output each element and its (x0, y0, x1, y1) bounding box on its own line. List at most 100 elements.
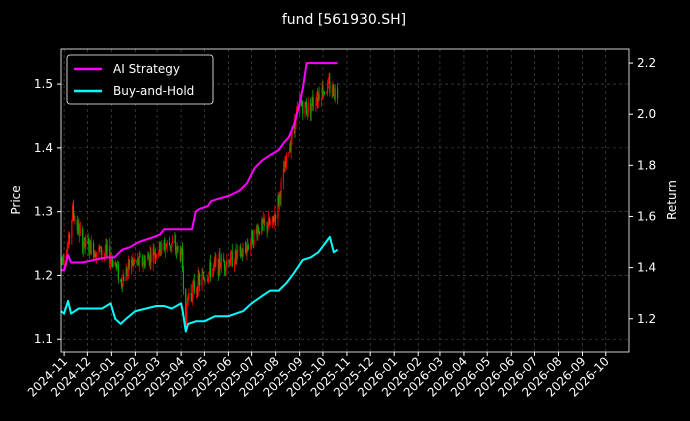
candle-body (106, 245, 109, 250)
candle-body (239, 246, 241, 250)
candle-body (143, 259, 145, 264)
candle-body (164, 243, 166, 251)
candle-body (273, 219, 275, 222)
candle-body (228, 260, 230, 266)
candle-body (201, 274, 203, 286)
candle-body (127, 269, 129, 275)
candle-body (320, 99, 322, 101)
candle-body (333, 85, 335, 96)
candle-body (144, 259, 147, 267)
candle-body (114, 262, 116, 267)
candle-body (95, 256, 97, 258)
right-tick-label: 2.0 (637, 107, 656, 121)
candle-body (196, 289, 198, 295)
candle-body (161, 243, 163, 251)
series-lines (60, 62, 339, 333)
candle-body (236, 252, 238, 258)
candle-body (327, 81, 329, 84)
candle-body (131, 259, 133, 265)
candle-body (197, 274, 199, 295)
candle-body (315, 104, 317, 105)
candle-body (323, 91, 326, 94)
candle-body (185, 288, 187, 329)
candle-body (241, 252, 243, 257)
candle-body (245, 249, 247, 254)
candle-body (165, 245, 167, 248)
candle-body (192, 280, 195, 286)
right-tick-label: 1.2 (637, 312, 656, 326)
candle-body (181, 249, 183, 251)
candle-body (240, 252, 243, 257)
candle-body (85, 239, 87, 246)
candle-body (207, 277, 209, 280)
candle-body (257, 228, 260, 232)
candle-body (304, 102, 306, 114)
candle-body (280, 182, 282, 199)
candle-body (289, 147, 291, 151)
candle-body (262, 218, 264, 224)
candle-body (174, 241, 176, 243)
candle-body (82, 229, 84, 252)
candle-body (175, 250, 178, 252)
candle-body (147, 255, 149, 260)
candle-body (219, 254, 221, 269)
candle-body (158, 253, 160, 255)
right-axis: 1.2 1.4 1.6 1.8 2.0 2.2 (629, 56, 656, 326)
candle-body (101, 253, 103, 255)
candle-body (313, 104, 315, 106)
candle-body (217, 259, 219, 275)
legend-box (66, 54, 214, 105)
candle-body (90, 242, 92, 255)
candle-body (268, 218, 270, 228)
candle-body (309, 102, 312, 113)
legend: AI Strategy Buy-and-Hold (66, 54, 214, 105)
candle-body (163, 243, 165, 245)
candle-body (190, 292, 192, 296)
candle-body (158, 242, 161, 254)
candle-body (255, 229, 257, 231)
candle-body (62, 258, 64, 263)
candle-body (267, 227, 269, 231)
candle-body (301, 102, 303, 106)
candle-body (165, 247, 167, 251)
candle-body (130, 259, 133, 269)
candle-body (291, 128, 293, 141)
candle-body (94, 251, 96, 257)
candle-body (89, 240, 92, 255)
candle-body (208, 272, 210, 278)
candle-body (282, 168, 284, 183)
candle-body (204, 280, 206, 282)
candle-body (186, 302, 188, 305)
candle-body (71, 219, 73, 238)
candle-body (209, 262, 212, 277)
candle-body (137, 258, 140, 265)
candle-body (171, 241, 174, 243)
candle-body (88, 242, 90, 252)
candle-body (253, 230, 255, 246)
candle-body (192, 285, 194, 300)
candle-body (213, 264, 215, 269)
candle-body (63, 259, 65, 263)
candle-body (66, 248, 68, 256)
candle-body (187, 294, 189, 303)
candle-body (223, 261, 226, 269)
candle-body (138, 256, 140, 265)
candle-body (72, 206, 74, 220)
left-axis-title: Price (9, 185, 23, 214)
candle-body (72, 206, 74, 216)
candle-body (128, 259, 130, 269)
candle-body (316, 97, 318, 105)
candle-body (104, 252, 106, 254)
candle-body (134, 260, 136, 262)
candle-body (235, 250, 237, 258)
candle-body (206, 279, 209, 281)
candle-body (105, 245, 107, 253)
candle-body (123, 276, 125, 281)
candle-body (116, 265, 118, 266)
candle-body (226, 260, 228, 264)
candle-body (117, 264, 119, 280)
candle-body (76, 220, 78, 230)
left-tick-label: 1.5 (34, 77, 53, 91)
candle-body (244, 248, 247, 250)
candle-body (92, 242, 95, 257)
